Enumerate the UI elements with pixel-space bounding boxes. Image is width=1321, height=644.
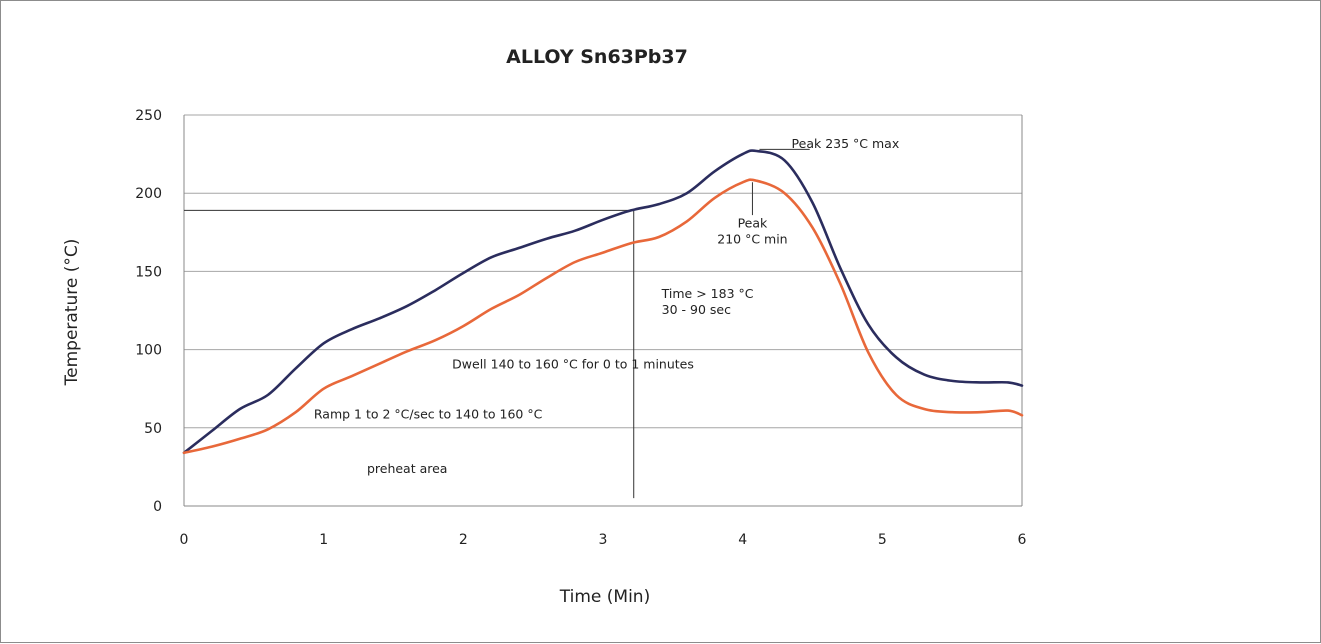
annotation-text: Peak xyxy=(738,216,768,231)
y-tick-label: 250 xyxy=(135,108,162,124)
y-tick-label: 50 xyxy=(144,421,162,437)
annotation-text: preheat area xyxy=(367,461,448,476)
annotation-text: 210 °C min xyxy=(717,232,787,247)
y-tick-label: 100 xyxy=(135,343,162,359)
x-axis-title: Time (Min) xyxy=(559,587,650,607)
chart-title: ALLOY Sn63Pb37 xyxy=(506,46,688,68)
annotation-text: Dwell 140 to 160 °C for 0 to 1 minutes xyxy=(452,356,694,371)
x-tick-label: 1 xyxy=(319,532,328,548)
annotation-text: Time > 183 °C xyxy=(661,286,754,301)
grid-lines xyxy=(184,114,1022,429)
x-tick-label: 5 xyxy=(878,532,887,548)
annotation-text: Peak 235 °C max xyxy=(792,136,900,151)
x-tick-label: 2 xyxy=(459,532,468,548)
reference-lines xyxy=(184,209,635,499)
y-axis-title: Temperature (°C) xyxy=(62,239,82,387)
x-tick-label: 0 xyxy=(180,532,189,548)
y-tick-label: 150 xyxy=(135,264,162,280)
x-tick-label: 3 xyxy=(599,532,608,548)
x-tick-label: 6 xyxy=(1018,532,1027,548)
y-tick-label: 200 xyxy=(135,186,162,202)
axes: 0 50 100 150 200 250 0 1 2 3 4 5 6 xyxy=(135,108,1026,548)
x-tick-label: 4 xyxy=(738,532,747,548)
y-tick-label: 0 xyxy=(153,499,162,515)
annotation-text: Ramp 1 to 2 °C/sec to 140 to 160 °C xyxy=(314,406,543,421)
annotation-text: 30 - 90 sec xyxy=(662,302,731,317)
series-group xyxy=(182,149,1024,455)
series-line-lower xyxy=(182,178,1024,455)
series-line-upper xyxy=(182,149,1024,455)
